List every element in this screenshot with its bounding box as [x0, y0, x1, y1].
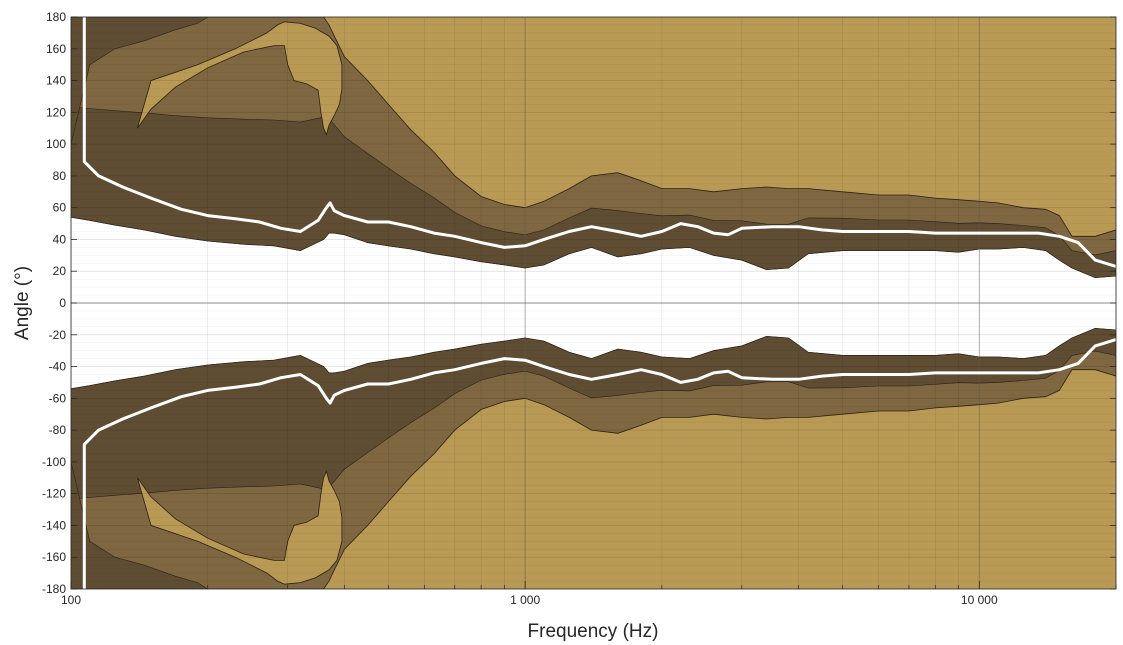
beamwidth-line-lower — [82, 338, 1116, 589]
y-tick-label: -40 — [49, 360, 67, 374]
contour-level-dark-upper — [71, 106, 1116, 278]
x-tick-label: 100 — [61, 593, 81, 607]
beamwidth-line-upper — [82, 17, 1116, 268]
x-axis-label: Frequency (Hz) — [528, 621, 659, 642]
contour-island-upper — [137, 21, 343, 136]
y-axis-label: Angle (°) — [12, 266, 33, 340]
y-tick-label: 60 — [53, 201, 67, 215]
y-tick-label: -20 — [49, 328, 67, 342]
contour-region-lower — [71, 303, 1116, 389]
beamwidth-layer — [82, 17, 1116, 589]
x-tick-label: 10 000 — [961, 593, 998, 607]
contour-island-lower — [137, 470, 343, 585]
y-tick-label: 100 — [46, 137, 66, 151]
contour-region-upper — [71, 217, 1116, 303]
grid — [71, 17, 1116, 589]
y-tick-label: 40 — [53, 232, 67, 246]
y-tick-label: -80 — [49, 423, 67, 437]
x-tick-label: 1 000 — [510, 593, 540, 607]
y-tick-label: -60 — [49, 391, 67, 405]
y-tick-label: -120 — [42, 487, 66, 501]
y-tick-label: 120 — [46, 105, 66, 119]
axis-ticks: 180 160 140 120 100 80 60 40 20 0 -20 -40 -60 -80 -100… — [42, 10, 1117, 607]
y-tick-label: 0 — [59, 296, 66, 310]
y-tick-label: 140 — [46, 74, 66, 88]
y-tick-label: -100 — [42, 455, 66, 469]
y-tick-label: -140 — [42, 518, 66, 532]
y-tick-label: -180 — [42, 582, 66, 596]
y-tick-label: 20 — [53, 264, 67, 278]
y-tick-label: 180 — [46, 10, 66, 24]
contour-level-dark-lower — [71, 328, 1116, 500]
y-tick-label: 160 — [46, 42, 66, 56]
y-tick-label: 80 — [53, 169, 67, 183]
y-tick-label: -160 — [42, 550, 66, 564]
